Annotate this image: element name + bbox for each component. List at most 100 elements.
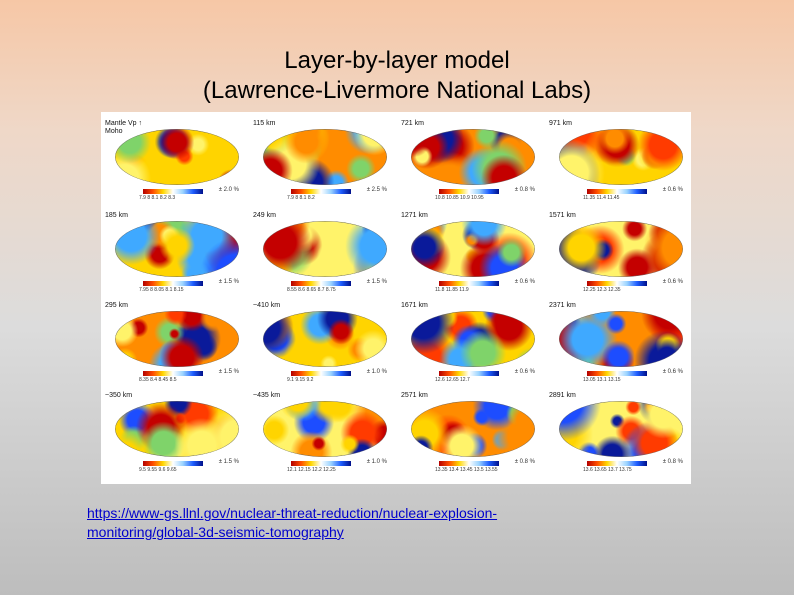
scale-ticks: 8.35 8.4 8.45 8.5 <box>139 377 177 383</box>
velocity-map <box>411 129 535 185</box>
color-scale-bar <box>291 461 351 466</box>
velocity-map <box>263 401 387 457</box>
map-panel: 971 km 11.35 11.4 11.45 ± 0.6 % <box>547 118 687 204</box>
percent-range: ± 0.6 % <box>662 279 683 285</box>
scale-ticks: 7.9 8 8.1 8.2 <box>287 195 315 201</box>
velocity-map <box>263 129 387 185</box>
color-scale-bar <box>587 281 647 286</box>
velocity-map <box>559 221 683 277</box>
map-panel: 2371 km 13.05 13.1 13.15 ± 0.6 % <box>547 300 687 386</box>
percent-range: ± 0.8 % <box>514 187 535 193</box>
map-panel: 115 km 7.9 8 8.1 8.2 ± 2.5 % <box>251 118 391 204</box>
velocity-map <box>263 311 387 367</box>
map-panel: 1271 km 11.8 11.85 11.9 ± 0.6 % <box>399 210 539 296</box>
scale-ticks: 12.1 12.15 12.2 12.25 <box>287 467 336 473</box>
velocity-map <box>559 401 683 457</box>
scale-ticks: 9.5 9.55 9.6 9.65 <box>139 467 177 473</box>
percent-range: ± 0.6 % <box>662 369 683 375</box>
scale-ticks: 11.8 11.85 11.9 <box>435 287 469 293</box>
depth-label: 2891 km <box>549 392 576 399</box>
color-scale-bar <box>587 371 647 376</box>
percent-range: ± 1.5 % <box>366 279 387 285</box>
percent-range: ± 1.5 % <box>218 459 239 465</box>
depth-label: 185 km <box>105 212 128 219</box>
depth-label: 249 km <box>253 212 276 219</box>
scale-ticks: 13.35 13.4 13.45 13.5 13.55 <box>435 467 498 473</box>
map-panel: ~350 km 9.5 9.55 9.6 9.65 ± 1.5 % <box>103 390 243 476</box>
depth-label: 115 km <box>253 120 276 127</box>
percent-range: ± 1.0 % <box>366 459 387 465</box>
scale-ticks: 8.55 8.6 8.65 8.7 8.75 <box>287 287 336 293</box>
color-scale-bar <box>143 461 203 466</box>
source-link-line-1[interactable]: https://www-gs.llnl.gov/nuclear-threat-r… <box>87 505 498 521</box>
velocity-map <box>115 221 239 277</box>
depth-label: 1571 km <box>549 212 576 219</box>
scale-ticks: 13.6 13.65 13.7 13.75 <box>583 467 632 473</box>
color-scale-bar <box>143 371 203 376</box>
map-panel: 1671 km 12.6 12.65 12.7 ± 0.6 % <box>399 300 539 386</box>
color-scale-bar <box>291 189 351 194</box>
percent-range: ± 0.8 % <box>662 459 683 465</box>
velocity-map <box>559 311 683 367</box>
slide-title: Layer-by-layer model (Lawrence-Livermore… <box>0 46 794 106</box>
velocity-map <box>559 129 683 185</box>
color-scale-bar <box>143 281 203 286</box>
depth-label: 1271 km <box>401 212 428 219</box>
depth-label: Mantle Vp ↑ <box>105 120 142 127</box>
depth-label: 2371 km <box>549 302 576 309</box>
color-scale-bar <box>439 371 499 376</box>
map-panel: 295 km 8.35 8.4 8.45 8.5 ± 1.5 % <box>103 300 243 386</box>
color-scale-bar <box>587 189 647 194</box>
color-scale-bar <box>143 189 203 194</box>
scale-ticks: 9.1 9.15 9.2 <box>287 377 314 383</box>
percent-range: ± 0.6 % <box>662 187 683 193</box>
percent-range: ± 1.0 % <box>366 369 387 375</box>
percent-range: ± 1.5 % <box>218 369 239 375</box>
percent-range: ± 0.6 % <box>514 369 535 375</box>
color-scale-bar <box>439 461 499 466</box>
percent-range: ± 0.6 % <box>514 279 535 285</box>
scale-ticks: 13.05 13.1 13.15 <box>583 377 621 383</box>
depth-label: 2571 km <box>401 392 428 399</box>
velocity-map <box>411 311 535 367</box>
velocity-map <box>115 401 239 457</box>
map-panel: 185 km 7.95 8 8.05 8.1 8.15 ± 1.5 % <box>103 210 243 296</box>
depth-label: ~435 km <box>253 392 281 399</box>
scale-ticks: 11.35 11.4 11.45 <box>583 195 620 201</box>
map-panel: Mantle Vp ↑ Moho 7.9 8 8.1 8.2 8.3 ± 2.0 % <box>103 118 243 204</box>
depth-label: 971 km <box>549 120 572 127</box>
scale-ticks: 12.6 12.65 12.7 <box>435 377 470 383</box>
depth-label: 721 km <box>401 120 424 127</box>
percent-range: ± 2.0 % <box>218 187 239 193</box>
depth-label: ~410 km <box>253 302 281 309</box>
source-link[interactable]: https://www-gs.llnl.gov/nuclear-threat-r… <box>87 504 647 542</box>
percent-range: ± 2.5 % <box>366 187 387 193</box>
percent-range: ± 0.8 % <box>514 459 535 465</box>
depth-label: ~350 km <box>105 392 133 399</box>
map-panel: 1571 km 12.25 12.3 12.35 ± 0.6 % <box>547 210 687 296</box>
velocity-map <box>115 129 239 185</box>
map-panel: 2571 km 13.35 13.4 13.45 13.5 13.55 ± 0.8 … <box>399 390 539 476</box>
color-scale-bar <box>291 371 351 376</box>
velocity-map <box>411 401 535 457</box>
color-scale-bar <box>439 281 499 286</box>
map-panel: 249 km 8.55 8.6 8.65 8.7 8.75 ± 1.5 % <box>251 210 391 296</box>
map-panel: ~410 km 9.1 9.15 9.2 ± 1.0 % <box>251 300 391 386</box>
depth-label: 295 km <box>105 302 128 309</box>
color-scale-bar <box>587 461 647 466</box>
velocity-map <box>115 311 239 367</box>
velocity-map <box>263 221 387 277</box>
depth-label: 1671 km <box>401 302 428 309</box>
percent-range: ± 1.5 % <box>218 279 239 285</box>
scale-ticks: 12.25 12.3 12.35 <box>583 287 621 293</box>
title-line-2: (Lawrence-Livermore National Labs) <box>202 77 592 104</box>
scale-ticks: 7.9 8 8.1 8.2 8.3 <box>139 195 176 201</box>
tomography-figure: Mantle Vp ↑ Moho 7.9 8 8.1 8.2 8.3 ± 2.0 % 1… <box>101 112 691 484</box>
source-link-line-2[interactable]: monitoring/global-3d-seismic-tomography <box>87 524 344 540</box>
scale-ticks: 10.8 10.85 10.9 10.95 <box>435 195 484 201</box>
map-panel: ~435 km 12.1 12.15 12.2 12.25 ± 1.0 % <box>251 390 391 476</box>
map-panel: 2891 km 13.6 13.65 13.7 13.75 ± 0.8 % <box>547 390 687 476</box>
map-panel: 721 km 10.8 10.85 10.9 10.95 ± 0.8 % <box>399 118 539 204</box>
title-line-1: Layer-by-layer model <box>284 47 510 74</box>
layer-label: Moho <box>105 128 123 135</box>
